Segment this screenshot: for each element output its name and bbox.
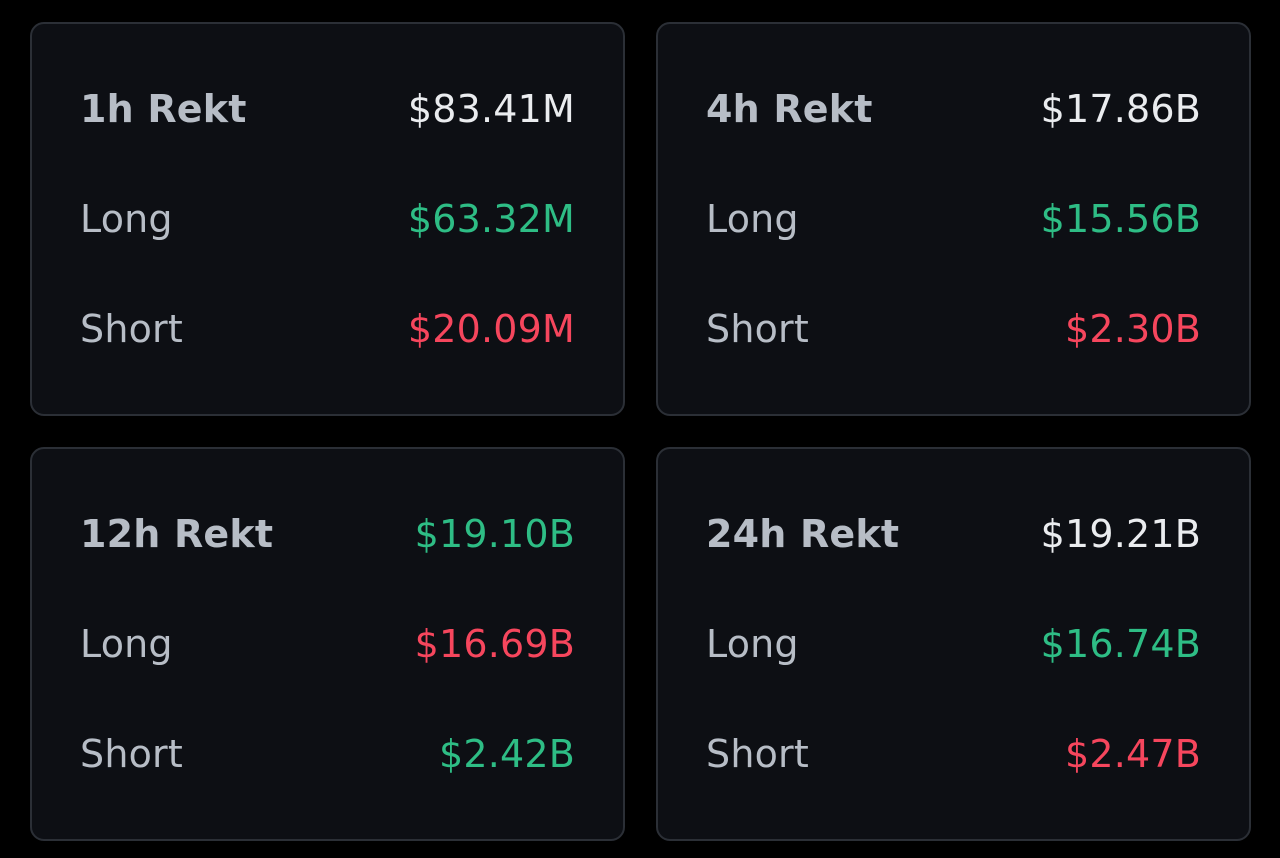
rekt-long-row: Long $16.74B [706,589,1201,699]
rekt-summary-grid: 1h Rekt $83.41M Long $63.32M Short $20.0… [30,22,1251,841]
short-label: Short [706,732,809,776]
rekt-total-value: $19.10B [414,512,575,556]
short-label: Short [706,307,809,351]
long-label: Long [80,197,173,241]
rekt-card-1h[interactable]: 1h Rekt $83.41M Long $63.32M Short $20.0… [30,22,625,416]
short-value: $2.42B [438,732,575,776]
rekt-short-row: Short $2.42B [80,699,575,809]
rekt-long-row: Long $16.69B [80,589,575,699]
rekt-card-24h[interactable]: 24h Rekt $19.21B Long $16.74B Short $2.4… [656,447,1251,841]
rekt-short-row: Short $20.09M [80,274,575,384]
rekt-total-row: 1h Rekt $83.41M [80,54,575,164]
long-label: Long [706,622,799,666]
long-value: $16.69B [414,622,575,666]
rekt-long-row: Long $63.32M [80,164,575,274]
long-label: Long [80,622,173,666]
short-label: Short [80,732,183,776]
long-value: $63.32M [407,197,575,241]
rekt-long-row: Long $15.56B [706,164,1201,274]
rekt-card-12h[interactable]: 12h Rekt $19.10B Long $16.69B Short $2.4… [30,447,625,841]
long-value: $16.74B [1040,622,1201,666]
rekt-card-4h[interactable]: 4h Rekt $17.86B Long $15.56B Short $2.30… [656,22,1251,416]
rekt-short-row: Short $2.47B [706,699,1201,809]
rekt-total-value: $83.41M [407,87,575,131]
rekt-short-row: Short $2.30B [706,274,1201,384]
rekt-title: 12h Rekt [80,512,274,556]
rekt-title: 24h Rekt [706,512,900,556]
rekt-total-row: 4h Rekt $17.86B [706,54,1201,164]
rekt-total-row: 24h Rekt $19.21B [706,479,1201,589]
short-label: Short [80,307,183,351]
rekt-title: 1h Rekt [80,87,247,131]
short-value: $20.09M [407,307,575,351]
rekt-total-value: $17.86B [1040,87,1201,131]
short-value: $2.47B [1064,732,1201,776]
short-value: $2.30B [1064,307,1201,351]
rekt-total-value: $19.21B [1040,512,1201,556]
rekt-title: 4h Rekt [706,87,873,131]
rekt-total-row: 12h Rekt $19.10B [80,479,575,589]
long-label: Long [706,197,799,241]
long-value: $15.56B [1040,197,1201,241]
